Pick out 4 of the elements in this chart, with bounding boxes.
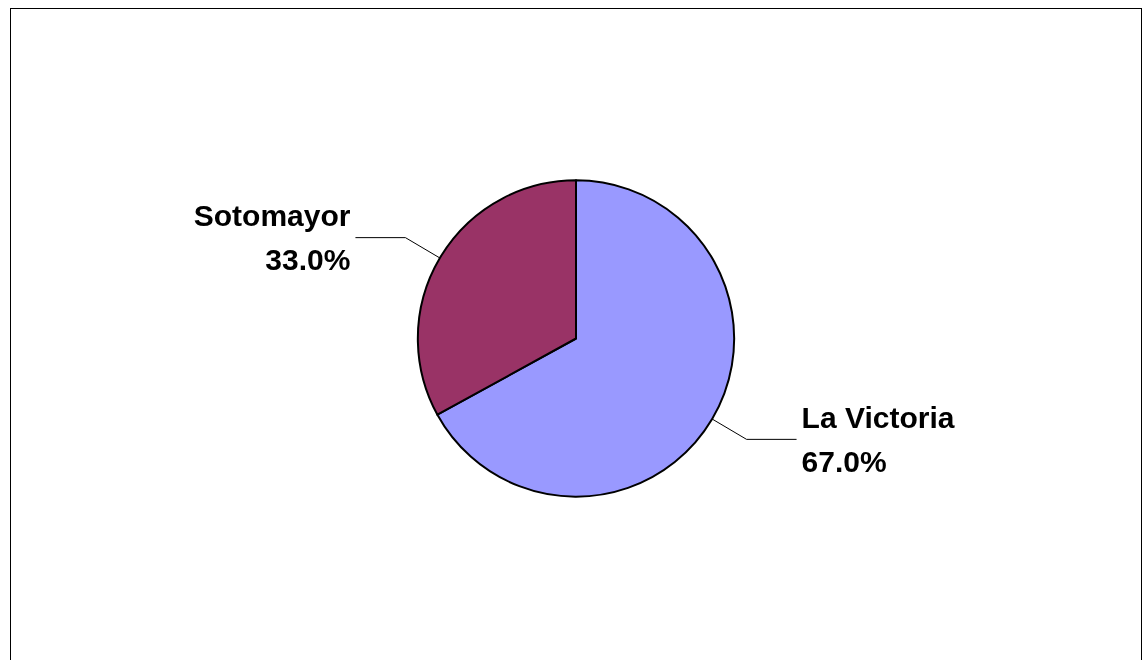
data-label: 67.0%: [801, 444, 887, 478]
slice-label: La Victoria: [801, 400, 955, 434]
data-label: 33.0%: [265, 243, 351, 277]
slice-label: Sotomayor: [193, 199, 351, 233]
